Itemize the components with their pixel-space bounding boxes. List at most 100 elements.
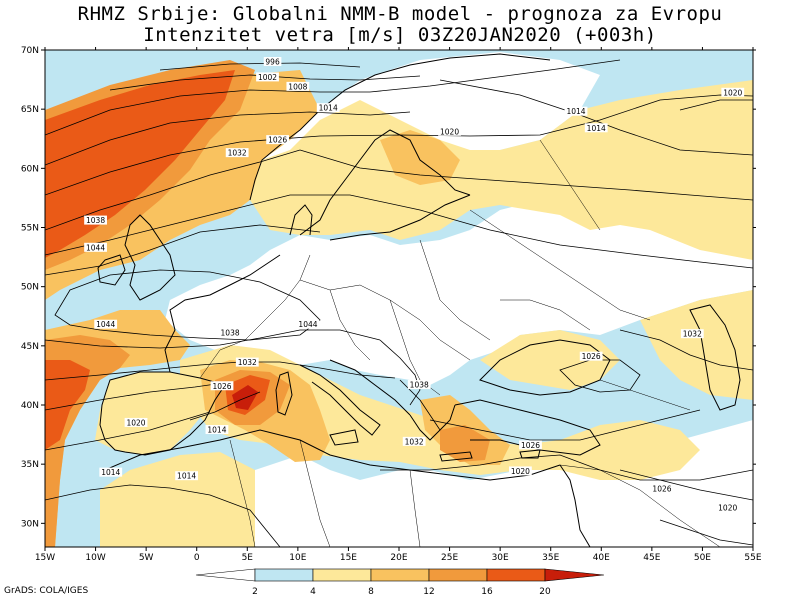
isobar-label-bg [579, 351, 603, 361]
legend-labels: 2 4 8 12 16 20 [252, 587, 551, 597]
coast-corsica-sardinia [275, 371, 293, 416]
isobar-label-bg [680, 329, 704, 339]
legend-box-8-12 [370, 568, 430, 582]
isobar-label: 1014 [177, 472, 196, 481]
lon-label: 50E [694, 553, 711, 563]
isobar-label: 1032 [238, 358, 257, 367]
isobar-label: 1014 [566, 107, 585, 116]
isobar-label-bg [210, 381, 234, 391]
coast-greece [409, 404, 456, 441]
isobar-label-bg [519, 440, 542, 450]
isobar-1026-med [45, 381, 231, 411]
coast-ireland [97, 254, 126, 286]
axis-ticks [41, 47, 756, 551]
border-6 [469, 209, 651, 321]
isobar-1038 [45, 329, 381, 349]
lon-label: 30E [492, 553, 509, 563]
lat-label: 45N [21, 342, 39, 352]
coast-italy [299, 364, 381, 436]
isobar-1002 [109, 74, 421, 91]
border-3 [329, 289, 371, 361]
isobar-label-bg [721, 87, 745, 97]
isobar-1032-east [619, 329, 753, 371]
lon-label: 35E [542, 553, 559, 563]
lon-label: 5E [242, 553, 254, 563]
isobar-label: 1020 [126, 418, 145, 427]
country-borders [199, 139, 721, 547]
wind-zone-4-8-blacksea [480, 330, 620, 390]
coast-norway [249, 53, 551, 201]
border-8 [599, 379, 691, 411]
isobar-1044 [54, 269, 321, 341]
isobar-label: 1020 [511, 467, 530, 476]
wind-zone-12-16-crete [440, 425, 490, 462]
isobar-label: 1032 [228, 149, 247, 158]
lat-label: 55N [21, 224, 39, 234]
land-africa-hazy [100, 452, 255, 547]
legend-box-4-8 [312, 568, 372, 582]
isobar-1020-se [659, 519, 753, 546]
lat-label: 50N [21, 283, 39, 293]
isobar-label: 1026 [212, 382, 231, 391]
isobar-1014-africa [45, 484, 281, 547]
legend-arrow-high [544, 568, 605, 582]
isobar-label: 1038 [221, 329, 240, 338]
coast-sicily [329, 429, 359, 446]
border-12 [409, 469, 421, 547]
isobar-1032-n [45, 194, 753, 269]
wind-zone-8-12-baltic [380, 130, 460, 185]
isobar-label: 1032 [405, 437, 424, 446]
isobar-1038-n [45, 224, 321, 276]
isobar-1020-med [45, 411, 211, 451]
isobar-label: 1002 [258, 73, 277, 82]
lat-label: 60N [21, 164, 39, 174]
isobar-label: 1026 [268, 136, 287, 145]
isobar-label-bg [716, 503, 740, 513]
isobar-label-bg [256, 72, 279, 82]
isobar-label-bg [564, 106, 588, 116]
lat-label: 30N [21, 519, 39, 529]
isobar-label: 1014 [207, 426, 226, 435]
isobar-1038-balkan [379, 339, 421, 406]
isobar-1020-ne [679, 99, 753, 111]
legend-box-16-20 [486, 568, 546, 582]
isobar-label-bg [94, 319, 118, 329]
map-subtitle: Intenzitet vetra [m/s] 03Z20JAN2020 (+00… [143, 24, 657, 46]
isobar-label-bg [205, 425, 229, 435]
isobar-1014-med [189, 391, 261, 421]
isobar-1020-n [45, 94, 753, 196]
border-5 [419, 239, 491, 341]
isobar-label: 1026 [521, 441, 540, 450]
legend-label: 20 [539, 587, 551, 597]
coast-denmark [289, 204, 313, 236]
legend-box-2-4 [254, 568, 314, 582]
lon-label: 5W [139, 553, 154, 563]
isobar-label: 1026 [652, 485, 671, 494]
isobar-label-bg [263, 57, 282, 67]
legend-label: 8 [368, 587, 374, 597]
coast-uk [124, 214, 176, 301]
isobar-label: 1038 [86, 216, 105, 225]
lon-label: 15E [340, 553, 357, 563]
coast-africa [104, 429, 561, 481]
isobar-1026-east [429, 409, 701, 441]
isobar-label-bg [124, 417, 148, 427]
lat-label: 40N [21, 401, 39, 411]
isobar-label: 1020 [440, 127, 459, 136]
isobar-label-bg [84, 215, 107, 225]
isobar-1026-se [619, 469, 753, 501]
lat-label: 65N [21, 105, 39, 115]
coast-crete [439, 451, 473, 462]
isobar-label: 1014 [319, 104, 338, 113]
lon-label: 10W [85, 553, 105, 563]
lat-label: 35N [21, 460, 39, 470]
coast-levant [559, 464, 591, 547]
lon-label: 55E [744, 553, 761, 563]
border-10 [229, 439, 256, 547]
wind-speed-legend: 2 4 8 12 16 20 [195, 568, 605, 597]
credit-text: GrADS: COLA/IGES [4, 586, 89, 596]
isobar-label-bg [286, 81, 310, 91]
map-title: RHMZ Srbije: Globalni NMM-B model - prog… [77, 3, 723, 25]
legend-arrow-low [195, 568, 256, 582]
